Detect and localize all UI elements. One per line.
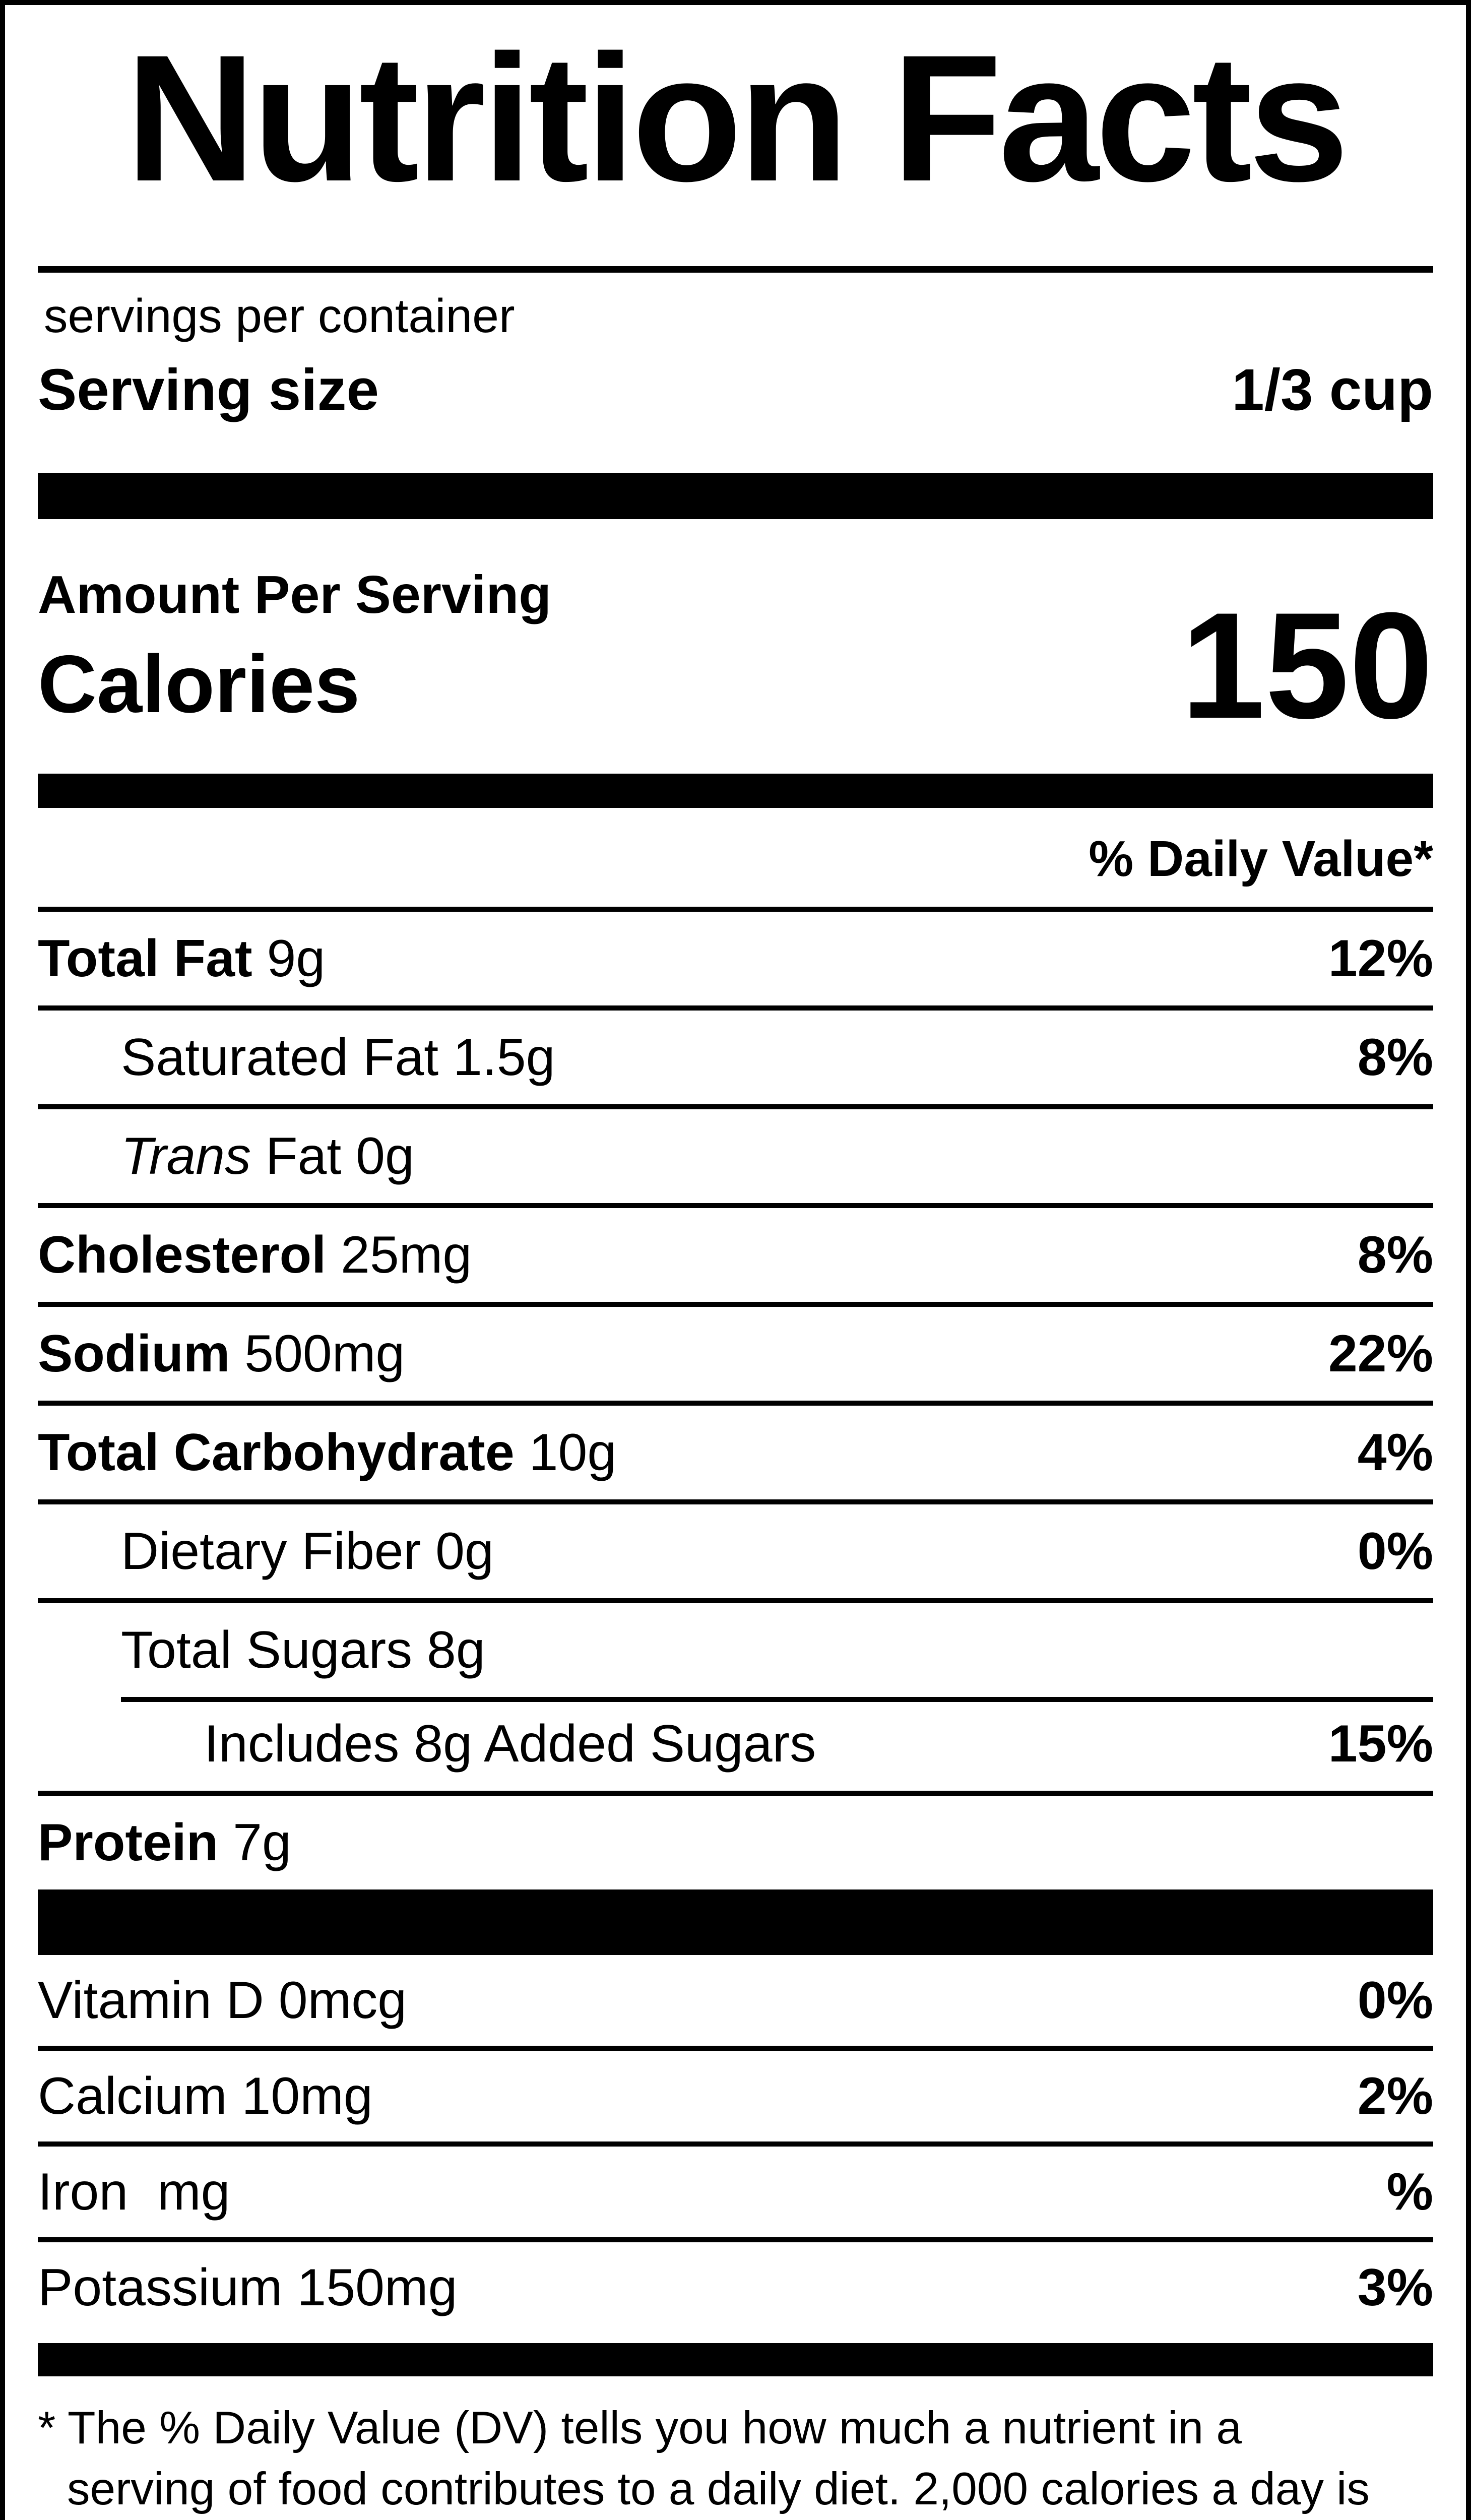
nutrient-amount: Includes 8g Added Sugars xyxy=(204,1714,816,1773)
nutrient-amount: 9g xyxy=(252,929,326,988)
calories-section: Amount Per Serving Calories 150 xyxy=(38,565,1433,750)
nutrient-name: Saturated Fat 1.5g xyxy=(38,1031,1358,1084)
serving-size-label: Serving size xyxy=(38,356,379,422)
label-title: Nutrition Facts xyxy=(125,17,1349,219)
nutrient-row-total-carbohydrate: Total Carbohydrate 10g 4% xyxy=(38,1400,1433,1499)
nutrient-amount: Dietary Fiber 0g xyxy=(121,1522,494,1581)
vitamin-row-vitamin-d: Vitamin D 0mcg 0% xyxy=(38,1955,1433,2046)
nutrient-name: Trans Fat 0g xyxy=(38,1130,1433,1182)
footnote-text: * The % Daily Value (DV) tells you how m… xyxy=(38,2398,1388,2520)
nutrient-row-total-fat: Total Fat 9g 12% xyxy=(38,906,1433,1005)
daily-value: 8% xyxy=(1357,1225,1433,1284)
nutrient-name: Includes 8g Added Sugars xyxy=(38,1718,1328,1770)
nutrient-row-saturated-fat: Saturated Fat 1.5g 8% xyxy=(38,1005,1433,1104)
footnote-body: The % Daily Value (DV) tells you how muc… xyxy=(67,2402,1370,2514)
amount-per-serving-label: Amount Per Serving xyxy=(38,564,551,624)
nutrient-name: Total Fat 9g xyxy=(38,932,1328,985)
nutrient-name: Dietary Fiber 0g xyxy=(38,1525,1358,1578)
serving-size-value: 1/3 cup xyxy=(1232,356,1433,422)
vitamin-name: Calcium 10mg xyxy=(38,2066,373,2125)
nutrient-rows: Total Fat 9g 12% Saturated Fat 1.5g 8% T… xyxy=(38,906,1433,1889)
nutrient-name-bold: Sodium xyxy=(38,1324,230,1383)
nutrient-amount: 7g xyxy=(218,1813,291,1872)
nutrient-amount: 10g xyxy=(514,1423,617,1482)
vitamin-row-potassium: Potassium 150mg 3% xyxy=(38,2237,1433,2333)
footnote-asterisk: * xyxy=(38,2402,56,2453)
label-content: Nutrition Facts servings per container S… xyxy=(5,24,1466,2520)
vitamin-name: Iron mg xyxy=(38,2162,230,2221)
vitamin-row-calcium: Calcium 10mg 2% xyxy=(38,2045,1433,2141)
footnote: * The % Daily Value (DV) tells you how m… xyxy=(38,2398,1388,2520)
thick-divider-serving xyxy=(38,472,1433,519)
nutrient-row-protein: Protein 7g xyxy=(38,1790,1433,1889)
nutrient-amount: Total Sugars 8g xyxy=(121,1620,485,1679)
vitamin-name: Potassium 150mg xyxy=(38,2258,458,2317)
daily-value: 0% xyxy=(1357,1971,1433,2030)
calories-label: Calories xyxy=(38,638,360,730)
nutrient-name: Sodium 500mg xyxy=(38,1328,1328,1380)
thick-divider-protein xyxy=(38,1889,1433,1955)
nutrient-name: Cholesterol 25mg xyxy=(38,1229,1358,1281)
daily-value: 12% xyxy=(1328,929,1433,988)
daily-value: 22% xyxy=(1328,1324,1433,1383)
nutrient-row-sodium: Sodium 500mg 22% xyxy=(38,1301,1433,1401)
nutrient-amount: 500mg xyxy=(230,1324,405,1383)
nutrient-amount: Saturated Fat 1.5g xyxy=(121,1028,555,1087)
daily-value: 8% xyxy=(1357,1028,1433,1087)
daily-value: % xyxy=(1386,2162,1433,2221)
servings-per-container: servings per container xyxy=(44,289,515,343)
nutrient-row-cholesterol: Cholesterol 25mg 8% xyxy=(38,1203,1433,1302)
vitamin-name: Vitamin D 0mcg xyxy=(38,1971,407,2030)
nutrient-row-dietary-fiber: Dietary Fiber 0g 0% xyxy=(38,1499,1433,1598)
nutrient-name-bold: Cholesterol xyxy=(38,1225,327,1284)
nutrient-amount: 25mg xyxy=(326,1225,472,1284)
nutrient-row-trans-fat: Trans Fat 0g xyxy=(38,1104,1433,1203)
daily-value: 2% xyxy=(1357,2066,1433,2125)
nutrient-amount: Fat 0g xyxy=(251,1126,414,1185)
daily-value: 3% xyxy=(1357,2258,1433,2317)
nutrient-row-added-sugars: Includes 8g Added Sugars 15% xyxy=(38,1696,1433,1791)
daily-value: 0% xyxy=(1357,1522,1433,1581)
calories-left-column: Amount Per Serving Calories xyxy=(38,565,551,727)
nutrient-name: Protein 7g xyxy=(38,1816,1433,1869)
serving-size-row: Serving size 1/3 cup xyxy=(38,356,1433,423)
vitamin-row-iron: Iron mg % xyxy=(38,2141,1433,2237)
nutrient-row-total-sugars: Total Sugars 8g xyxy=(38,1598,1433,1697)
divider-calories xyxy=(38,773,1433,808)
divider-footnote xyxy=(38,2343,1433,2376)
title-divider xyxy=(38,266,1433,273)
nutrient-name-bold: Total Fat xyxy=(38,929,252,988)
calories-value: 150 xyxy=(1181,580,1433,750)
nutrient-name-italic: Trans xyxy=(121,1126,251,1185)
daily-value: 4% xyxy=(1357,1423,1433,1482)
daily-value-header: % Daily Value* xyxy=(1089,830,1433,887)
nutrient-name-bold: Total Carbohydrate xyxy=(38,1423,515,1482)
nutrient-name: Total Sugars 8g xyxy=(38,1624,1433,1676)
vitamin-rows: Vitamin D 0mcg 0% Calcium 10mg 2% Iron m… xyxy=(38,1955,1433,2333)
nutrient-name-bold: Protein xyxy=(38,1813,219,1872)
nutrient-name: Total Carbohydrate 10g xyxy=(38,1426,1358,1479)
daily-value: 15% xyxy=(1328,1714,1433,1773)
